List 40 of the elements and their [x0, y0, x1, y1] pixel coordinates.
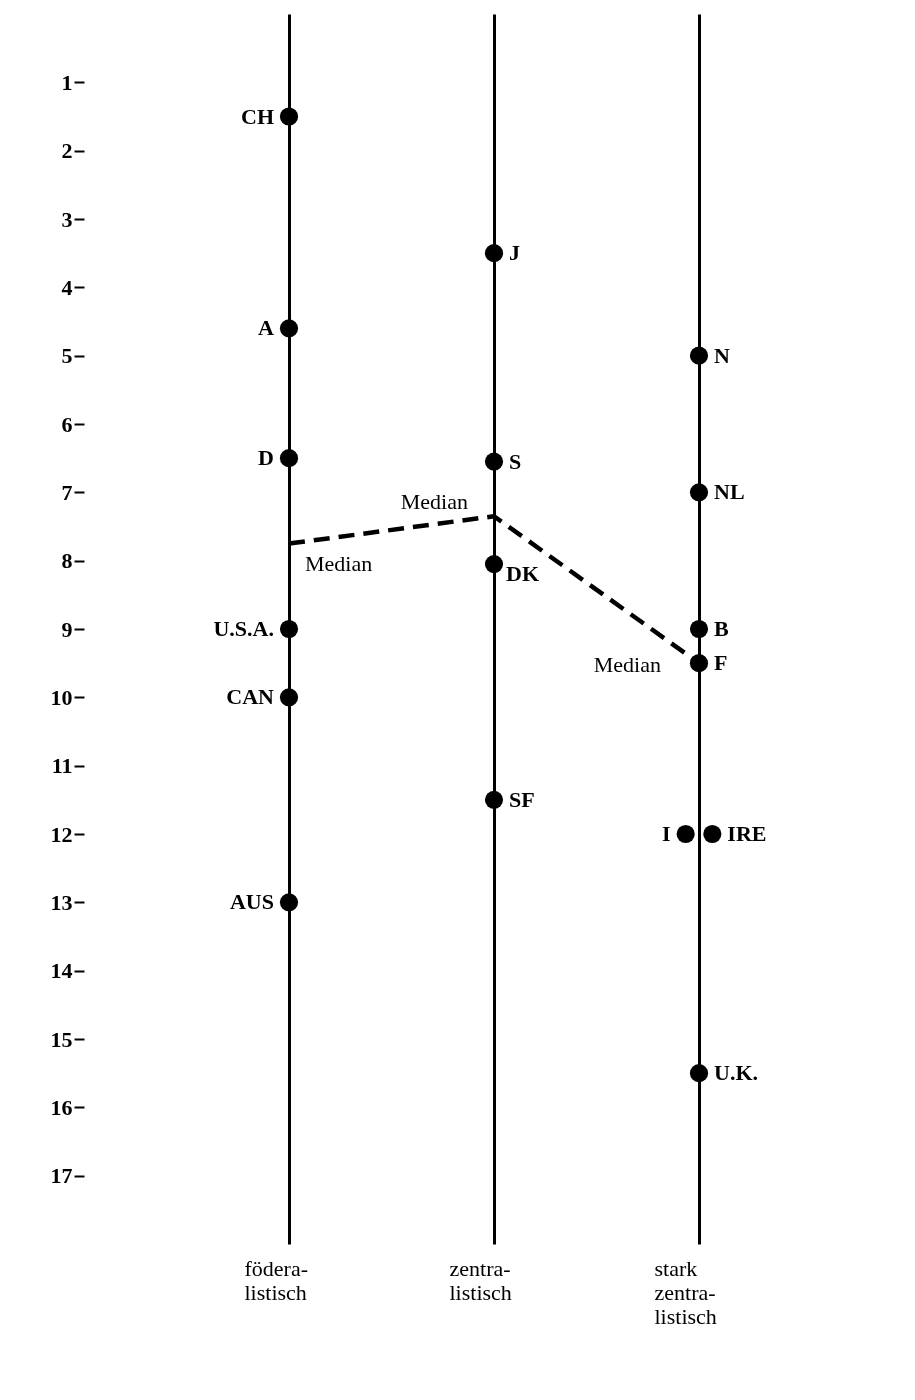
annotation: U.S.A. — [213, 616, 274, 641]
x-tick-label: zentra- listisch — [449, 1255, 512, 1305]
annotation: AUS — [229, 889, 274, 915]
y-tick-label: 10 — [50, 684, 73, 710]
annotation: I — [662, 821, 671, 846]
annotation: F — [714, 650, 728, 676]
y-tick-label: 1 — [61, 69, 73, 95]
y-tick-label: 14 — [50, 958, 73, 984]
annotation: DK — [506, 561, 539, 587]
y-tick-label: 3 — [61, 206, 73, 232]
y-tick-label: 15 — [50, 1026, 73, 1052]
annotation: CAN — [226, 684, 275, 710]
y-tick-label: 5 — [61, 343, 73, 369]
annotation: NL — [714, 479, 745, 505]
annotation: Median — [400, 489, 468, 515]
annotation: U.K. — [714, 1060, 758, 1086]
y-tick-label: 9 — [61, 616, 73, 642]
x-tick-label: födera- listisch — [244, 1255, 309, 1305]
annotation: SF — [509, 786, 535, 812]
annotation: B — [714, 616, 729, 641]
x-tick-label: stark zentra- listisch — [654, 1255, 717, 1329]
y-tick-label: 12 — [50, 821, 73, 847]
y-tick-label: 2 — [61, 138, 73, 164]
annotation: IRE — [727, 821, 767, 846]
y-tick-label: 16 — [50, 1094, 73, 1120]
y-tick-label: 17 — [50, 1163, 73, 1189]
y-tick-label: 4 — [61, 274, 73, 300]
annotation: S — [509, 448, 522, 474]
y-tick-label: 11 — [51, 753, 73, 779]
annotation: D — [258, 445, 274, 471]
y-tick-label: 7 — [61, 479, 73, 505]
annotation: CH — [241, 103, 274, 129]
annotation: J — [509, 240, 520, 266]
annotation: Median — [305, 550, 373, 576]
annotation: Median — [593, 652, 661, 678]
y-tick-label: 6 — [61, 411, 73, 437]
annotation: N — [714, 342, 730, 368]
y-tick-label: 8 — [61, 548, 73, 574]
y-tick-label: 13 — [50, 889, 73, 915]
annotation: A — [258, 315, 275, 341]
